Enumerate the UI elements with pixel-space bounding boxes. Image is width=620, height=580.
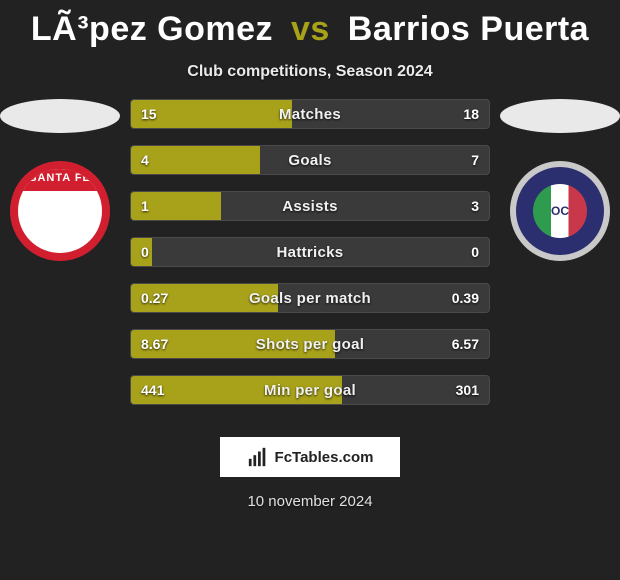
stat-row: Hattricks0 0	[130, 237, 490, 267]
right-badge-column: ★ OC	[500, 99, 620, 261]
stat-value-left: 441	[131, 376, 174, 404]
chart-icon	[247, 446, 269, 468]
vs-label: vs	[291, 10, 330, 48]
star-icon: ★	[555, 161, 566, 167]
left-ellipse-shadow	[0, 99, 120, 133]
stat-value-right: 7	[461, 146, 489, 174]
stat-row: Matches15 18	[130, 99, 490, 129]
brand-box: FcTables.com	[220, 437, 400, 477]
stat-row: Goals per match0.27 0.39	[130, 283, 490, 313]
player2-name: Barrios Puerta	[348, 10, 589, 48]
stat-value-right: 3	[461, 192, 489, 220]
date-text: 10 november 2024	[0, 493, 620, 510]
left-badge-column: SANTA FE	[0, 99, 120, 261]
stat-label: Goals	[131, 146, 489, 174]
right-crest-label: OC	[533, 184, 587, 238]
stat-value-right: 0	[461, 238, 489, 266]
stat-value-left: 1	[131, 192, 159, 220]
stat-label: Matches	[131, 100, 489, 128]
left-crest: SANTA FE	[10, 161, 110, 261]
stat-label: Shots per goal	[131, 330, 489, 358]
left-crest-label: SANTA FE	[18, 165, 102, 191]
comparison-stage: SANTA FE ★ OC Matches15 18 Goals4 7 Assists1…	[0, 99, 620, 429]
stat-value-right: 6.57	[442, 330, 489, 358]
stat-label: Assists	[131, 192, 489, 220]
stat-value-right: 18	[453, 100, 489, 128]
page-title: LÃ³pez Gomez vs Barrios Puerta	[0, 0, 620, 49]
stat-row: Min per goal441 301	[130, 375, 490, 405]
stat-label: Min per goal	[131, 376, 489, 404]
stat-bars: Matches15 18 Goals4 7 Assists1 3 Hattricks0 0 Go…	[130, 99, 490, 421]
stat-value-left: 4	[131, 146, 159, 174]
stat-value-left: 8.67	[131, 330, 178, 358]
stat-row: Assists1 3	[130, 191, 490, 221]
right-crest: ★ OC	[510, 161, 610, 261]
right-ellipse-shadow	[500, 99, 620, 133]
stat-value-right: 0.39	[442, 284, 489, 312]
stat-value-left: 0	[131, 238, 159, 266]
stat-label: Hattricks	[131, 238, 489, 266]
brand-text: FcTables.com	[275, 449, 374, 466]
stat-row: Goals4 7	[130, 145, 490, 175]
stat-row: Shots per goal8.67 6.57	[130, 329, 490, 359]
player1-name: LÃ³pez Gomez	[31, 10, 273, 48]
stat-value-left: 15	[131, 100, 167, 128]
stat-value-right: 301	[446, 376, 489, 404]
stat-label: Goals per match	[131, 284, 489, 312]
subtitle: Club competitions, Season 2024	[0, 63, 620, 81]
stat-value-left: 0.27	[131, 284, 178, 312]
